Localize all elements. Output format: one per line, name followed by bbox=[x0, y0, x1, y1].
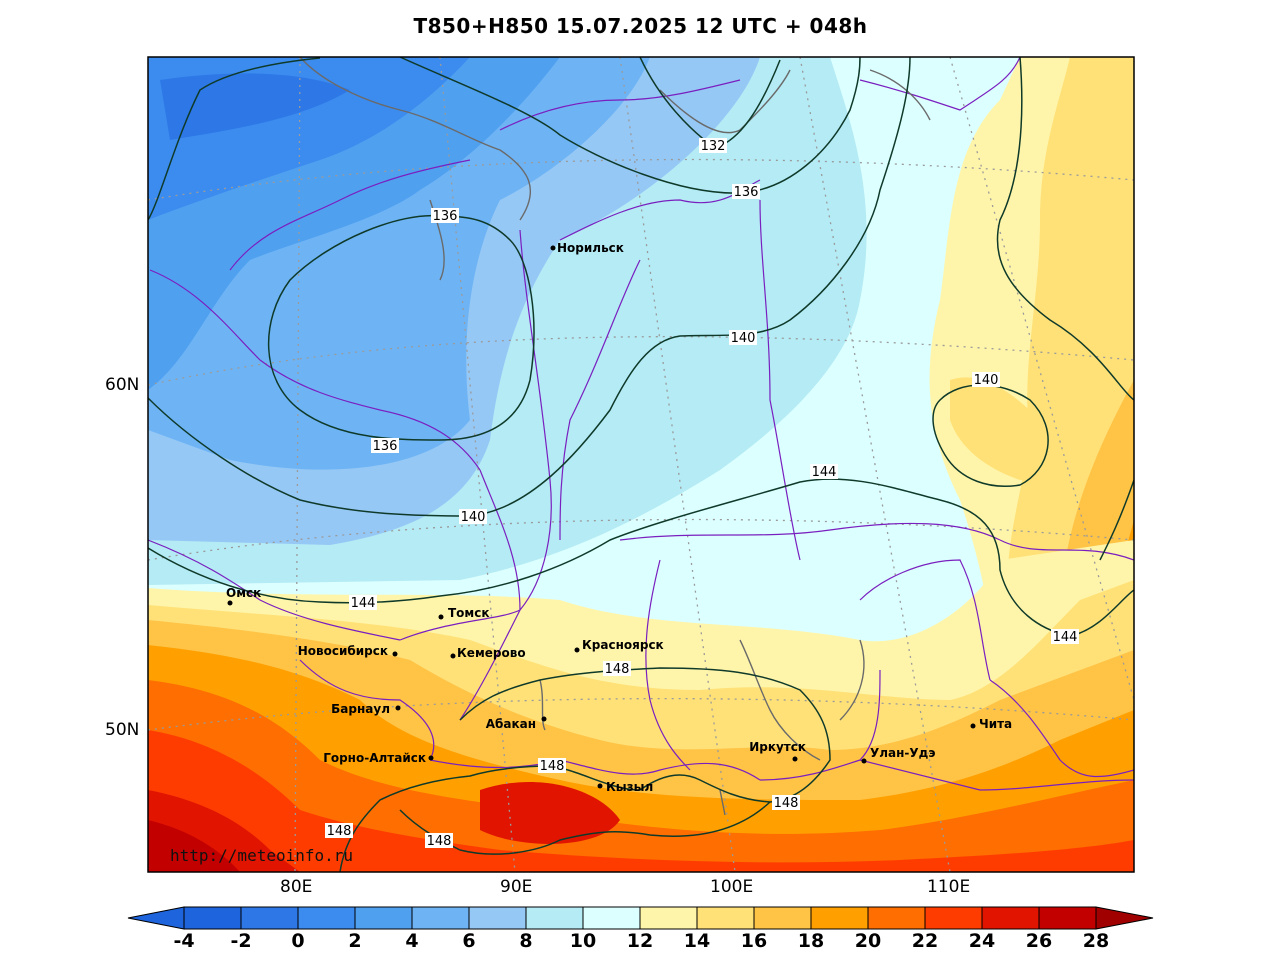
city-label: Новосибирск bbox=[298, 644, 388, 658]
colorbar-tick-label: 24 bbox=[968, 930, 996, 952]
colorbar-segment bbox=[582, 906, 641, 930]
colorbar-segment bbox=[297, 906, 356, 930]
colorbar-segment bbox=[468, 906, 527, 930]
lat-label-60n: 60N bbox=[105, 375, 140, 395]
contour-label: 144 bbox=[812, 465, 837, 480]
city-label: Омск bbox=[226, 586, 261, 600]
city-label: Улан-Удэ bbox=[870, 746, 935, 760]
contour-label: 144 bbox=[351, 596, 376, 611]
contour-label: 132 bbox=[701, 139, 726, 154]
colorbar-tick-label: 28 bbox=[1082, 930, 1110, 952]
contour-labels: 132 136 136 136 140 140 140 144 144 144 … bbox=[325, 138, 1079, 849]
contour-label: 148 bbox=[540, 759, 565, 774]
colorbar bbox=[127, 906, 1154, 930]
colorbar-segment bbox=[753, 906, 812, 930]
colorbar-tick-label: 0 bbox=[291, 930, 305, 952]
contour-label: 140 bbox=[461, 510, 486, 525]
colorbar-tick-label: 16 bbox=[740, 930, 768, 952]
colorbar-tick-label: 2 bbox=[348, 930, 362, 952]
city-label: Абакан bbox=[486, 717, 536, 731]
colorbar-segment bbox=[867, 906, 926, 930]
colorbar-tick-label: 22 bbox=[911, 930, 939, 952]
contour-label: 148 bbox=[605, 662, 630, 677]
colorbar-extend-low bbox=[127, 906, 185, 930]
colorbar-segment bbox=[183, 906, 242, 930]
lon-label-100e: 100E bbox=[710, 877, 754, 897]
city-label: Томск bbox=[448, 606, 490, 620]
contour-label: 136 bbox=[433, 209, 458, 224]
city-label: Кемерово bbox=[457, 646, 526, 660]
lat-label-50n: 50N bbox=[105, 720, 140, 740]
contour-label: 136 bbox=[734, 185, 759, 200]
contour-label: 140 bbox=[731, 331, 756, 346]
colorbar-segment bbox=[240, 906, 299, 930]
geopotential-contours bbox=[148, 57, 1134, 872]
contour-label: 140 bbox=[974, 373, 999, 388]
colorbar-segment bbox=[924, 906, 983, 930]
colorbar-segment bbox=[981, 906, 1040, 930]
temperature-field: 132 136 136 136 140 140 140 144 144 144 … bbox=[148, 57, 1134, 872]
city-label: Норильск bbox=[557, 241, 624, 255]
lon-label-80e: 80E bbox=[280, 877, 313, 897]
colorbar-tick-label: -4 bbox=[173, 930, 195, 952]
colorbar-tick-label: 4 bbox=[405, 930, 419, 952]
colorbar-extend-high bbox=[1095, 906, 1154, 930]
city-label: Иркутск bbox=[749, 740, 806, 754]
city-label: Чита bbox=[979, 717, 1012, 731]
contour-label: 144 bbox=[1053, 630, 1078, 645]
colorbar-tick-label: 26 bbox=[1025, 930, 1053, 952]
credit-url: http://meteoinfo.ru bbox=[170, 846, 354, 865]
graticule bbox=[148, 57, 1134, 872]
colorbar-tick-label: 12 bbox=[626, 930, 654, 952]
colorbar-tick-label: 18 bbox=[797, 930, 825, 952]
colorbar-segment bbox=[639, 906, 698, 930]
contour-label: 148 bbox=[427, 834, 452, 849]
contour-label: 136 bbox=[373, 439, 398, 454]
city-label: Барнаул bbox=[331, 702, 390, 716]
admin-boundaries bbox=[148, 57, 1134, 791]
colorbar-segment bbox=[1038, 906, 1097, 930]
colorbar-tick-label: 10 bbox=[569, 930, 597, 952]
contour-label: 148 bbox=[327, 824, 352, 839]
colorbar-segment bbox=[354, 906, 413, 930]
colorbar-segment bbox=[525, 906, 584, 930]
colorbar-tick-label: -2 bbox=[230, 930, 252, 952]
colorbar-tick-label: 8 bbox=[519, 930, 533, 952]
city-label: Красноярск bbox=[582, 638, 664, 652]
map-title: T850+H850 15.07.2025 12 UTC + 048h bbox=[413, 14, 868, 38]
lon-label-110e: 110E bbox=[927, 877, 971, 897]
colorbar-segment bbox=[411, 906, 470, 930]
colorbar-segment bbox=[810, 906, 869, 930]
city-label: Кызыл bbox=[606, 780, 653, 794]
city-label: Горно-Алтайск bbox=[323, 751, 426, 765]
colorbar-tick-label: 6 bbox=[462, 930, 476, 952]
cities: Норильск Омск Томск Новосибирск Кемерово… bbox=[226, 241, 1012, 794]
contour-label: 148 bbox=[774, 796, 799, 811]
colorbar-tick-label: 14 bbox=[683, 930, 711, 952]
colorbar-segment bbox=[696, 906, 755, 930]
lon-label-90e: 90E bbox=[500, 877, 533, 897]
colorbar-tick-label: 20 bbox=[854, 930, 882, 952]
map-frame bbox=[147, 56, 1135, 873]
